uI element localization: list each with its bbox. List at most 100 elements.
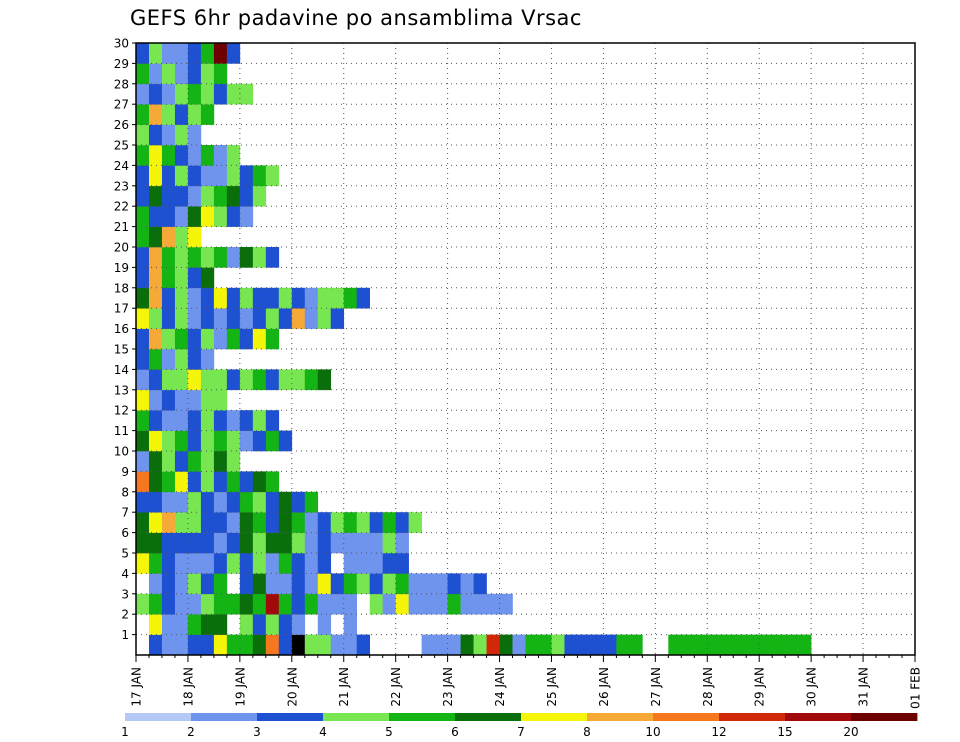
heatmap-cell (213, 451, 228, 472)
heatmap-cell (161, 491, 176, 513)
x-tick-label: 25 JAN (545, 667, 559, 707)
heatmap-cell (343, 287, 358, 309)
heatmap-cell (148, 328, 163, 350)
heatmap-cell (317, 532, 332, 554)
heatmap-cell (200, 471, 215, 493)
heatmap-cell (382, 532, 396, 554)
heatmap-cell (499, 593, 513, 615)
heatmap-cell (148, 124, 163, 146)
heatmap-cell (136, 491, 150, 513)
heatmap-cell (200, 328, 215, 350)
heatmap-cell (239, 308, 254, 329)
heatmap-cell (161, 226, 176, 248)
heatmap-cell (136, 308, 150, 329)
heatmap-cell (187, 634, 202, 656)
heatmap-cell (239, 410, 254, 431)
heatmap-cell (239, 369, 254, 391)
heatmap-cell (239, 206, 254, 227)
heatmap-cell (200, 267, 215, 289)
heatmap-cell (187, 43, 202, 64)
heatmap-cell (252, 287, 267, 309)
heatmap-cell (148, 267, 163, 289)
x-tick-label: 17 JAN (130, 667, 144, 707)
heatmap-cell (252, 430, 267, 452)
y-tick-label: 15 (114, 343, 129, 357)
heatmap-cell (291, 573, 306, 595)
heatmap-cell (707, 634, 721, 656)
heatmap-cell (187, 308, 202, 329)
colorbar-label: 10 (645, 725, 660, 739)
heatmap-cell (239, 287, 254, 309)
heatmap-cell (213, 369, 228, 391)
heatmap-cell (239, 328, 254, 350)
heatmap-cell (174, 573, 189, 595)
heatmap-cell (213, 532, 228, 554)
heatmap-cell (239, 593, 254, 615)
heatmap-cell (239, 83, 254, 105)
heatmap-cell (317, 553, 332, 574)
x-tick-label: 26 JAN (597, 667, 611, 707)
heatmap-cell (382, 573, 396, 595)
heatmap-cell (136, 328, 150, 350)
heatmap-cell (616, 634, 630, 656)
heatmap-cell (434, 573, 448, 595)
heatmap-cell (278, 532, 293, 554)
chart-title: GEFS 6hr padavine po ansamblima Vrsac (130, 6, 582, 30)
heatmap-cell (148, 83, 163, 105)
heatmap-cell (408, 512, 422, 533)
heatmap-cell (746, 634, 760, 656)
heatmap-cell (213, 185, 228, 207)
heatmap-cell (343, 573, 358, 595)
heatmap-cell (304, 308, 319, 329)
heatmap-cell (200, 63, 215, 85)
heatmap-cell (148, 63, 163, 85)
heatmap-cell (226, 512, 241, 533)
heatmap-cell (200, 145, 215, 166)
heatmap-cell (136, 410, 150, 431)
heatmap-cell (252, 634, 267, 656)
heatmap-cell (213, 389, 228, 411)
heatmap-cell (161, 553, 176, 574)
heatmap-cell (161, 247, 176, 268)
heatmap-cell (148, 206, 163, 227)
heatmap-cell (291, 369, 306, 391)
colorbar-label: 15 (777, 725, 792, 739)
heatmap-cell (148, 308, 163, 329)
heatmap-cell (265, 512, 280, 533)
y-tick-label: 22 (114, 200, 129, 214)
y-tick-label: 5 (121, 547, 129, 561)
heatmap-cell (213, 206, 228, 227)
heatmap-cell (161, 532, 176, 554)
heatmap-cell (200, 512, 215, 533)
heatmap-cell (174, 83, 189, 105)
heatmap-cell (226, 532, 241, 554)
heatmap-cell (174, 430, 189, 452)
y-tick-label: 1 (121, 628, 129, 642)
heatmap-cell (330, 287, 345, 309)
heatmap-cell (200, 369, 215, 391)
heatmap-cell (421, 573, 435, 595)
y-tick-label: 9 (121, 465, 129, 479)
heatmap-cell (317, 287, 332, 309)
heatmap-cell (785, 634, 799, 656)
heatmap-cell (317, 614, 332, 635)
heatmap-cell (213, 247, 228, 268)
heatmap-cell (343, 593, 358, 615)
heatmap-cell (187, 83, 202, 105)
heatmap-cell (382, 553, 396, 574)
heatmap-cell (304, 553, 319, 574)
heatmap-cell (213, 614, 228, 635)
heatmap-cell (187, 267, 202, 289)
heatmap-cell (161, 185, 176, 207)
heatmap-cell (148, 165, 163, 187)
heatmap-cell (265, 593, 280, 615)
heatmap-cell (252, 532, 267, 554)
heatmap-cell (174, 491, 189, 513)
heatmap-cell (213, 430, 228, 452)
heatmap-cell (187, 512, 202, 533)
heatmap-cell (174, 349, 189, 370)
heatmap-cell (174, 287, 189, 309)
heatmap-cell (291, 532, 306, 554)
heatmap-cell (252, 328, 267, 350)
heatmap-cell (226, 165, 241, 187)
